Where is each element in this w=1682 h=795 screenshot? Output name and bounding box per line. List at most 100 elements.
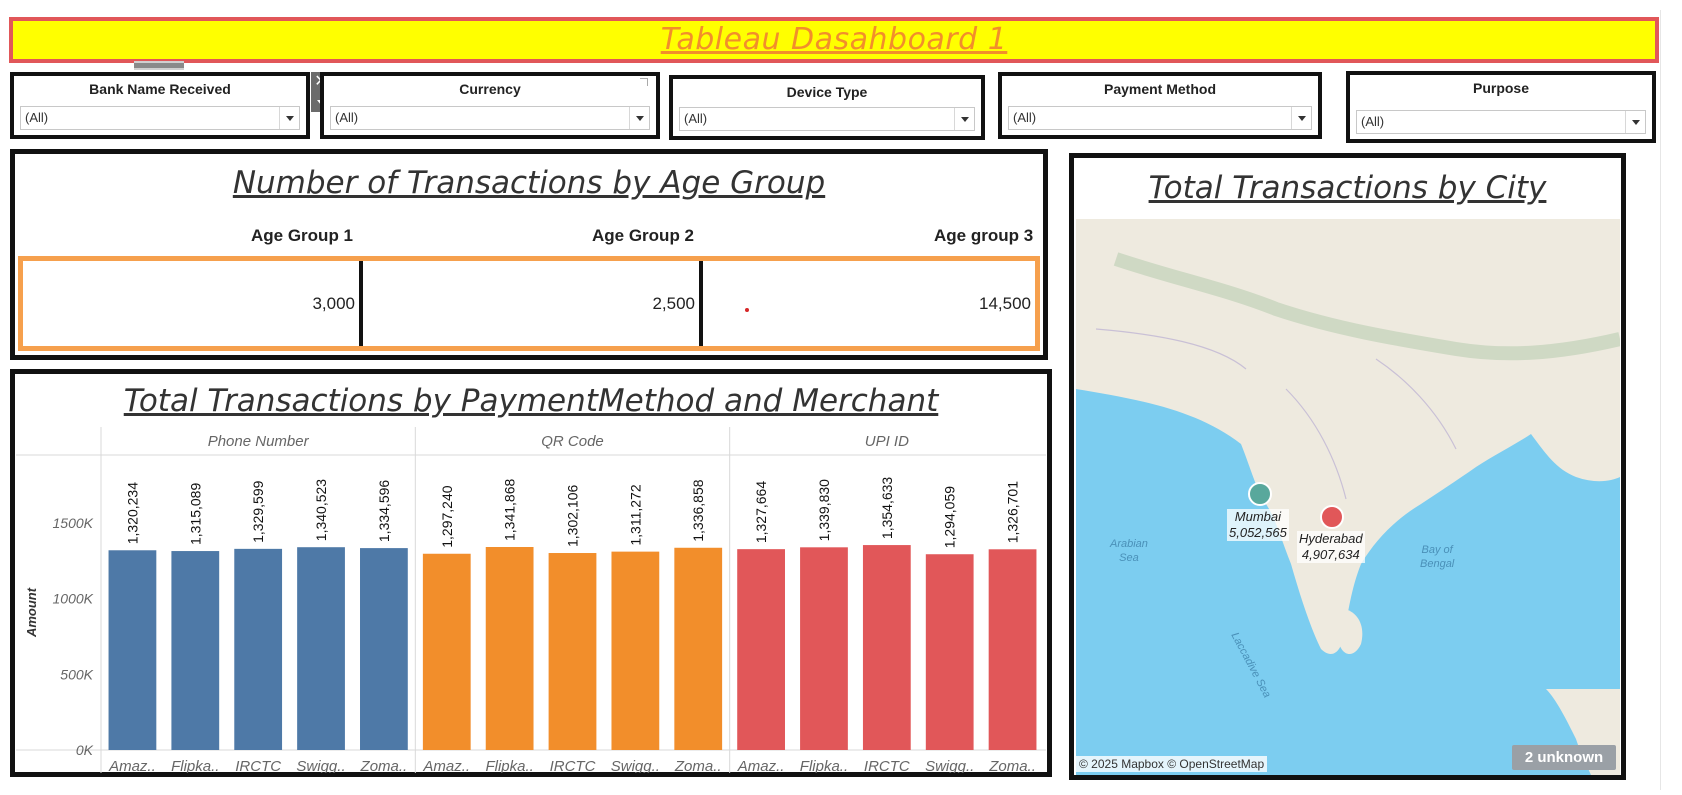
category-label: IRCTC bbox=[864, 758, 910, 773]
bar-value-label: 1,354,633 bbox=[879, 477, 895, 539]
category-label: Zoma.. bbox=[674, 758, 722, 773]
category-label: Amaz.. bbox=[422, 758, 470, 773]
filter-payment-method: Payment Method (All) bbox=[998, 72, 1322, 139]
category-label: Amaz.. bbox=[108, 758, 156, 773]
bar bbox=[800, 547, 848, 750]
age-group-value-3: 14,500 bbox=[979, 294, 1031, 313]
age-group-cell-3[interactable]: 14,500 bbox=[703, 261, 1035, 346]
map-sri-lanka bbox=[1337, 609, 1363, 655]
drag-handle-icon[interactable] bbox=[134, 61, 184, 70]
age-group-value-1: 3,000 bbox=[312, 294, 355, 313]
bar-value-label: 1,302,106 bbox=[565, 485, 581, 547]
category-label: Swigg.. bbox=[296, 758, 345, 773]
age-group-header-3: Age group 3 bbox=[934, 226, 1034, 245]
cell-divider bbox=[699, 261, 703, 346]
category-label: Flipka.. bbox=[800, 758, 848, 773]
bar-value-label: 1,311,272 bbox=[627, 484, 643, 545]
bar bbox=[485, 546, 534, 750]
sea-label-arabian: Arabian Sea bbox=[1110, 538, 1148, 564]
bar-value-label: 1,294,059 bbox=[942, 486, 958, 548]
city-value: 4,907,634 bbox=[1301, 547, 1360, 562]
bar-value-label: 1,336,858 bbox=[690, 479, 706, 541]
bar bbox=[925, 554, 974, 750]
city-name: Mumbai bbox=[1234, 509, 1282, 524]
bar bbox=[422, 553, 471, 750]
dashboard-title: Tableau Dasahboard 1 bbox=[660, 22, 1008, 57]
india-map[interactable] bbox=[1076, 219, 1620, 775]
filter-corner-icon bbox=[640, 78, 648, 86]
age-group-title: Number of Transactions by Age Group bbox=[232, 165, 826, 201]
filter-dropdown-bank-name[interactable]: (All) bbox=[20, 106, 300, 130]
bar bbox=[548, 553, 597, 750]
filter-label: Payment Method bbox=[1103, 81, 1216, 97]
map-borders bbox=[1095, 328, 1457, 500]
city-marker-hyderabad[interactable] bbox=[1320, 505, 1344, 529]
y-tick-label: 0K bbox=[76, 742, 94, 758]
age-group-cell-1[interactable]: 3,000 bbox=[23, 261, 359, 346]
category-label: Zoma.. bbox=[988, 758, 1036, 773]
bar bbox=[988, 549, 1037, 750]
filter-dropdown-device-type[interactable]: (All) bbox=[679, 107, 975, 131]
filter-device-type: Device Type (All) bbox=[669, 75, 985, 140]
vertical-scrollbar[interactable] bbox=[1660, 10, 1678, 790]
filter-value: (All) bbox=[25, 110, 49, 125]
bar-value-label: 1,334,596 bbox=[376, 480, 392, 542]
group-label-2: UPI ID bbox=[865, 433, 909, 450]
chevron-down-icon[interactable] bbox=[954, 108, 974, 130]
filter-label: Device Type bbox=[786, 84, 868, 100]
y-tick-label: 1500K bbox=[53, 515, 94, 531]
city-value: 5,052,565 bbox=[1229, 525, 1287, 540]
filter-value: (All) bbox=[335, 110, 359, 125]
chevron-down-icon[interactable] bbox=[1625, 111, 1645, 133]
map-ocean bbox=[1076, 389, 1620, 775]
filter-label: Currency bbox=[459, 81, 521, 97]
chevron-down-icon[interactable] bbox=[1291, 107, 1311, 129]
category-label: Amaz.. bbox=[737, 758, 785, 773]
category-label: Flipka.. bbox=[485, 758, 533, 773]
age-group-header-2: Age Group 2 bbox=[592, 226, 695, 245]
filter-label: Bank Name Received bbox=[89, 81, 231, 97]
bar bbox=[737, 549, 785, 750]
filter-dropdown-currency[interactable]: (All) bbox=[330, 106, 650, 130]
dashboard-title-banner: Tableau Dasahboard 1 bbox=[9, 17, 1659, 63]
age-group-cell-2[interactable]: 2,500 bbox=[363, 261, 699, 346]
filter-value: (All) bbox=[1361, 114, 1385, 129]
bar bbox=[171, 551, 220, 750]
chevron-down-icon[interactable] bbox=[629, 107, 649, 129]
bar bbox=[674, 547, 723, 750]
group-label-0: Phone Number bbox=[208, 433, 310, 450]
map-attribution[interactable]: © 2025 Mapbox © OpenStreetMap bbox=[1076, 756, 1268, 772]
category-label: IRCTC bbox=[550, 758, 596, 773]
map-graphic bbox=[1076, 219, 1620, 775]
filter-dropdown-payment-method[interactable]: (All) bbox=[1008, 106, 1312, 130]
filter-value: (All) bbox=[1013, 110, 1037, 125]
bar bbox=[360, 548, 408, 750]
y-tick-label: 1000K bbox=[53, 591, 94, 607]
bar-value-label: 1,341,868 bbox=[502, 479, 518, 541]
bar bbox=[108, 550, 157, 750]
map-mountains bbox=[1113, 252, 1620, 361]
city-marker-mumbai[interactable] bbox=[1248, 482, 1272, 506]
bar-chart: Amount 0K 500K 1000K 1500K Phone Number 1,320,… bbox=[16, 427, 1046, 773]
group-label-1: QR Code bbox=[541, 433, 604, 450]
bar-value-label: 1,339,830 bbox=[816, 479, 832, 541]
bar-value-label: 1,327,664 bbox=[753, 481, 769, 543]
age-group-table: 3,000 2,500 14,500 bbox=[18, 256, 1040, 351]
unknown-badge[interactable]: 2 unknown bbox=[1512, 745, 1616, 770]
bar-value-label: 1,329,599 bbox=[250, 480, 266, 542]
y-tick-label: 500K bbox=[60, 666, 93, 682]
filter-label: Purpose bbox=[1472, 80, 1529, 96]
bar bbox=[862, 545, 911, 750]
bar bbox=[234, 548, 283, 750]
category-label: Zoma.. bbox=[360, 758, 408, 773]
city-label-mumbai: Mumbai 5,052,565 bbox=[1227, 509, 1289, 541]
chevron-down-icon[interactable] bbox=[279, 107, 299, 129]
category-label: IRCTC bbox=[235, 758, 281, 773]
bar bbox=[297, 547, 345, 750]
age-group-panel: Number of Transactions by Age Group bbox=[10, 149, 1048, 360]
bar-value-label: 1,326,701 bbox=[1005, 481, 1021, 543]
map-title: Total Transactions by City bbox=[1148, 170, 1547, 206]
marker-dot bbox=[745, 308, 749, 312]
filter-dropdown-purpose[interactable]: (All) bbox=[1356, 110, 1646, 134]
